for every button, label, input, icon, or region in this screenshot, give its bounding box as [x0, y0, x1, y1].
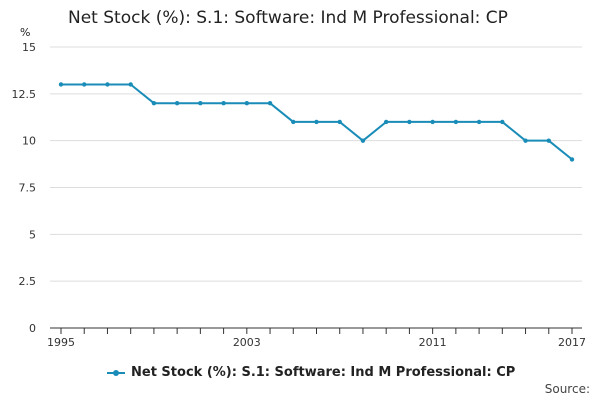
data-point — [500, 119, 505, 125]
data-point — [546, 138, 551, 143]
data-point — [569, 157, 575, 162]
data-point — [523, 138, 528, 143]
y-tick-label: 2.5 — [19, 275, 37, 288]
chart-title: Net Stock (%): S.1: Software: Ind M Prof… — [68, 8, 508, 28]
data-point — [128, 82, 133, 87]
data-point — [267, 101, 273, 106]
y-tick-label: 0 — [29, 322, 36, 335]
data-point — [383, 119, 389, 125]
y-tick-label: 10 — [22, 135, 36, 148]
data-point — [337, 119, 342, 125]
data-point — [174, 101, 180, 106]
data-point — [82, 82, 87, 87]
x-tick-label: 2017 — [558, 336, 586, 349]
data-point — [151, 101, 157, 106]
data-point — [58, 82, 64, 87]
data-point — [291, 119, 296, 125]
data-point — [198, 101, 203, 106]
legend-label: Net Stock (%): S.1: Software: Ind M Prof… — [131, 365, 516, 380]
y-tick-label: 15 — [22, 41, 36, 54]
data-point — [105, 82, 110, 87]
data-point — [221, 101, 226, 106]
y-tick-label: 12.5 — [12, 88, 37, 101]
data-point — [314, 119, 319, 125]
data-point — [360, 138, 366, 143]
y-axis-unit: % — [20, 26, 31, 39]
legend-line-marker-icon — [107, 368, 125, 378]
legend[interactable]: Net Stock (%): S.1: Software: Ind M Prof… — [107, 365, 515, 380]
source-label: Source: — [544, 382, 590, 396]
data-point — [453, 119, 459, 125]
x-tick-label: 1995 — [47, 336, 75, 349]
data-point — [244, 101, 250, 106]
data-point — [407, 119, 412, 125]
y-tick-label: 5 — [29, 228, 36, 241]
y-tick-label: 7.5 — [19, 182, 37, 195]
data-point — [476, 119, 482, 125]
x-tick-label: 2003 — [233, 336, 261, 349]
data-point — [430, 119, 435, 125]
x-tick-label: 2011 — [419, 336, 447, 349]
